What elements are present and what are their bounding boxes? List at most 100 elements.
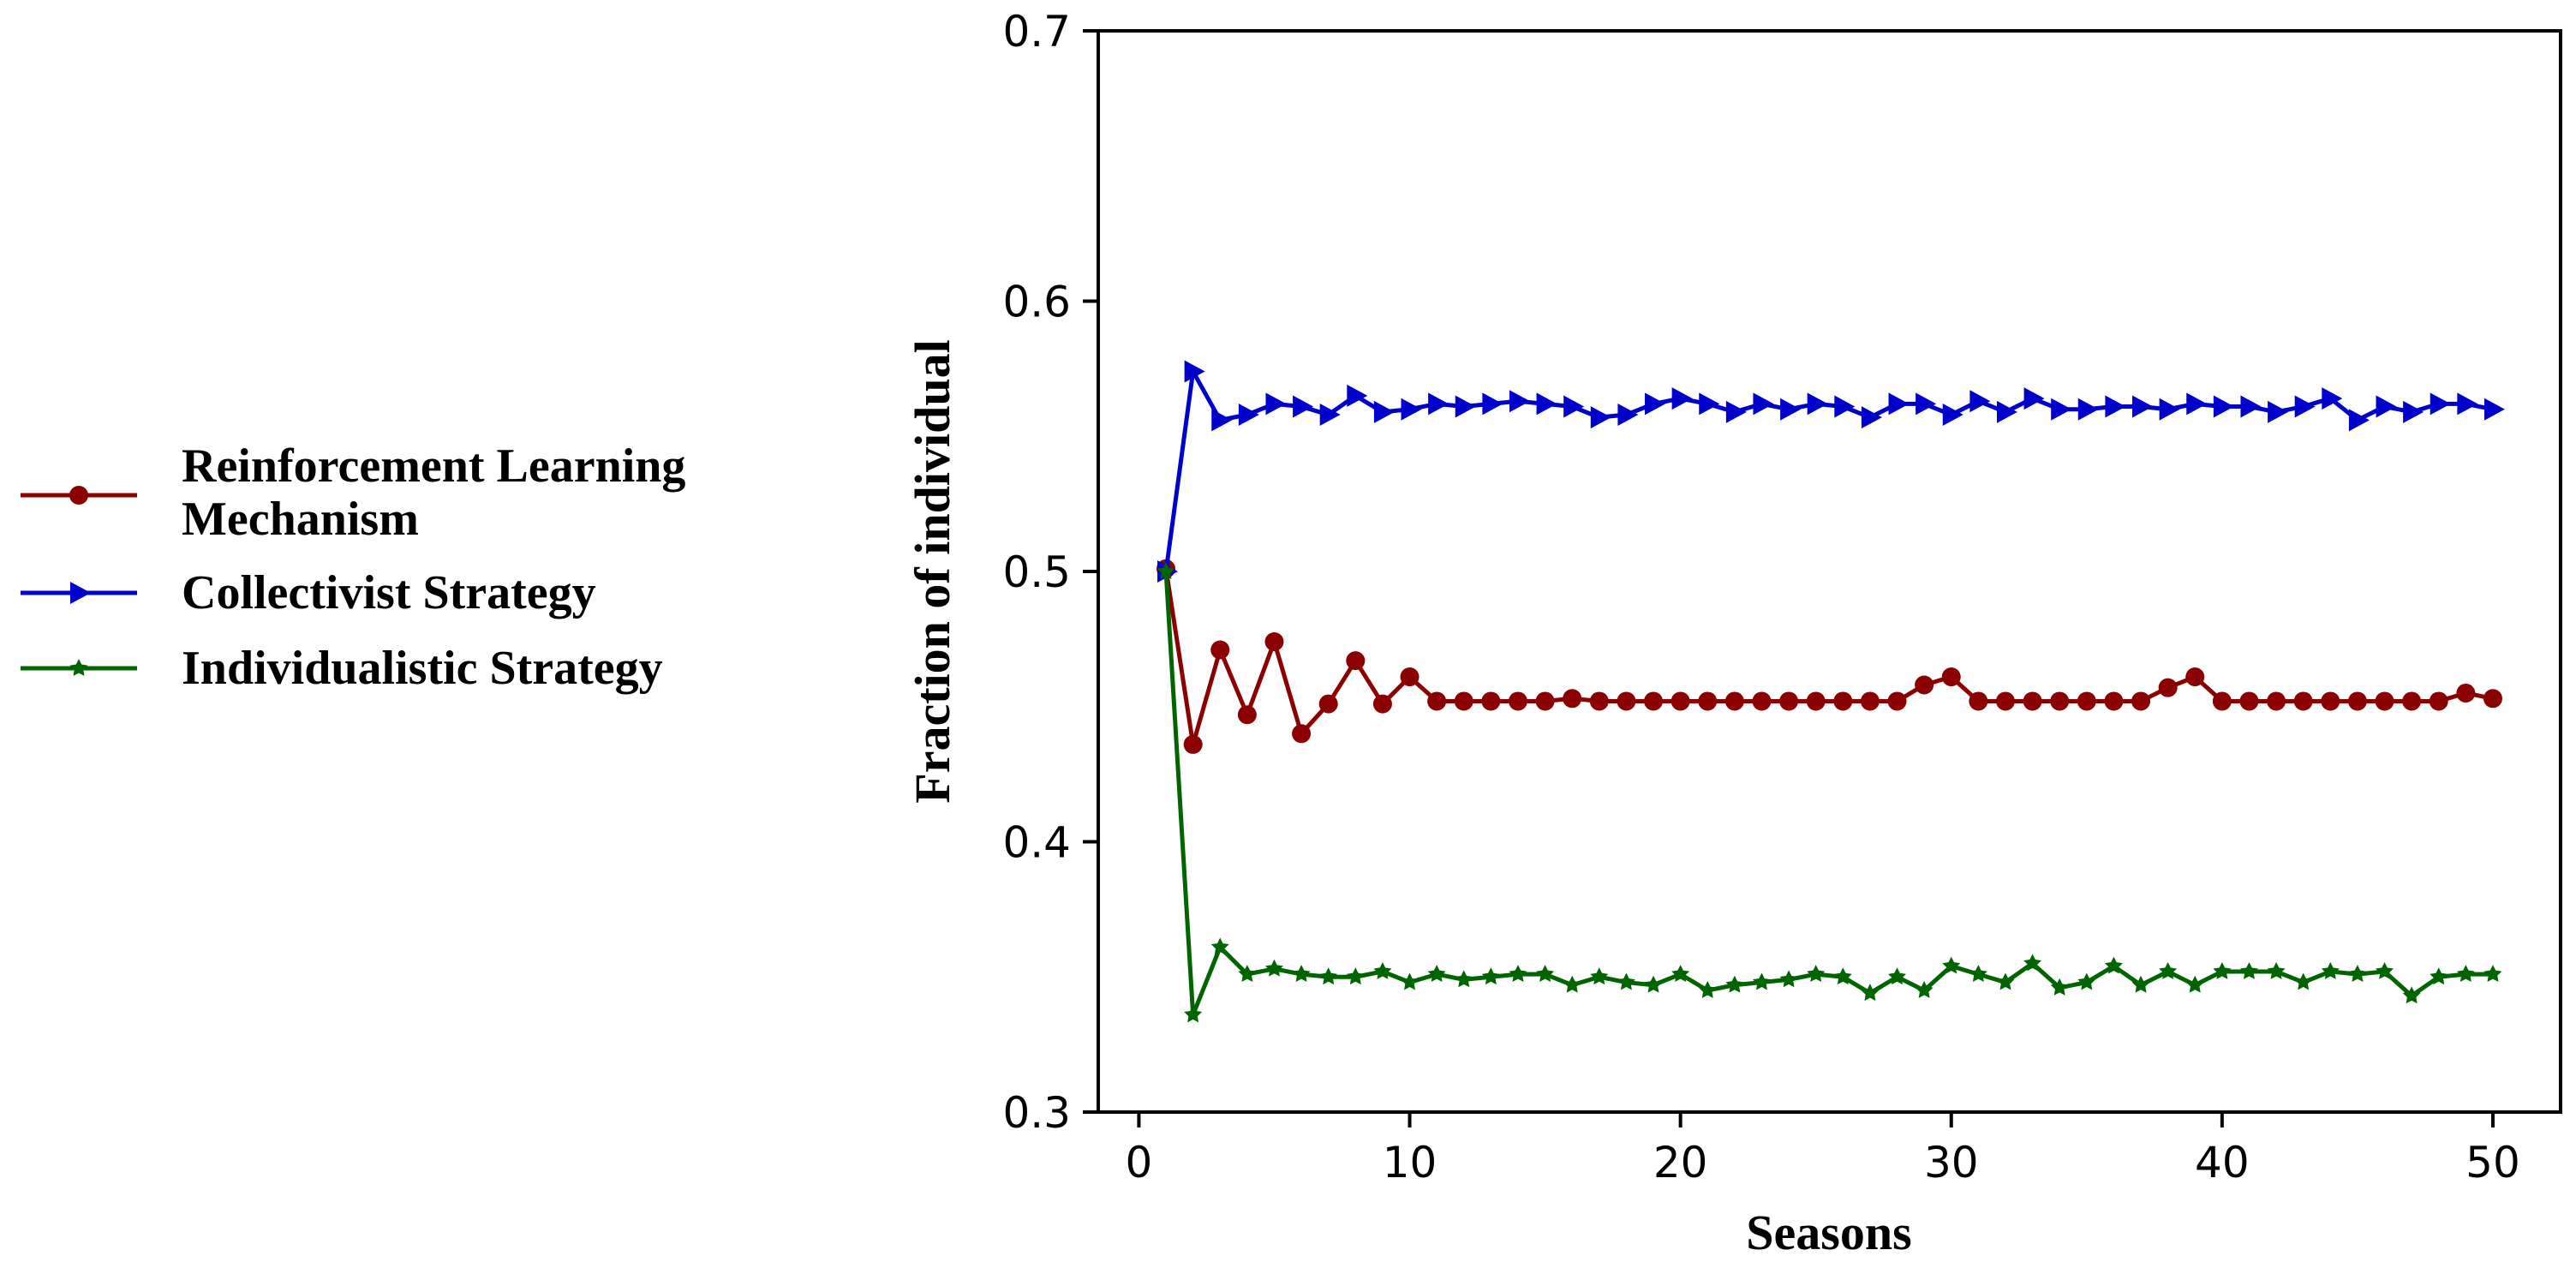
data-point xyxy=(1969,691,1988,711)
data-point xyxy=(1238,404,1259,427)
data-point xyxy=(1590,406,1611,429)
data-point xyxy=(1969,390,1991,413)
data-point xyxy=(1699,392,1720,416)
data-point xyxy=(2293,691,2313,711)
x-tick-label: 50 xyxy=(2465,1138,2520,1187)
data-point xyxy=(1590,967,1609,985)
data-point xyxy=(2321,961,2340,979)
data-point xyxy=(1481,967,1500,985)
y-tick-label: 0.4 xyxy=(1002,818,1071,868)
data-point xyxy=(1237,705,1257,725)
data-point xyxy=(1427,691,1447,711)
data-point xyxy=(1536,965,1555,982)
data-point xyxy=(1373,961,1392,979)
data-point xyxy=(1292,724,1312,744)
data-point xyxy=(1833,691,1853,711)
data-point xyxy=(1401,398,1422,421)
data-point xyxy=(1318,694,1338,714)
data-point xyxy=(1645,392,1666,416)
data-point xyxy=(2051,398,2072,421)
data-point xyxy=(2050,978,2069,996)
data-point xyxy=(1834,395,1856,418)
data-point xyxy=(1508,691,1527,711)
data-point xyxy=(2429,691,2448,711)
data-point xyxy=(1861,406,1882,429)
x-axis: 0 10 20 30 40 50 xyxy=(1126,1112,2520,1187)
data-point xyxy=(1915,675,1934,695)
data-point xyxy=(2185,975,2204,993)
data-point xyxy=(2023,954,2042,972)
data-point xyxy=(1211,409,1233,432)
data-point xyxy=(1210,937,1229,955)
y-axis-title: Fraction of individual xyxy=(905,339,960,803)
data-point xyxy=(1644,975,1663,993)
data-point xyxy=(2456,683,2476,703)
data-point xyxy=(1319,967,1338,985)
data-point xyxy=(1563,395,1585,418)
data-point xyxy=(1698,691,1718,711)
data-point xyxy=(2104,691,2124,711)
data-point xyxy=(2376,961,2394,979)
data-point xyxy=(1995,691,2015,711)
data-point xyxy=(2294,395,2316,418)
data-point xyxy=(1293,395,1314,418)
data-point xyxy=(1157,562,1175,579)
data-point xyxy=(2268,400,2289,423)
data-point xyxy=(1589,691,1609,711)
data-point xyxy=(1617,691,1636,711)
x-tick-label: 10 xyxy=(1383,1138,1437,1187)
data-point xyxy=(2402,691,2422,711)
data-point xyxy=(2159,961,2178,979)
legend-label: Individualistic Strategy xyxy=(182,642,663,695)
data-point xyxy=(1509,965,1527,982)
data-point xyxy=(1346,967,1365,985)
data-point xyxy=(2430,392,2451,416)
data-point xyxy=(2457,392,2478,416)
data-point xyxy=(2185,667,2205,687)
data-point xyxy=(2403,400,2424,423)
data-point xyxy=(2023,691,2042,711)
y-tick-label: 0.6 xyxy=(1002,278,1071,327)
data-point xyxy=(2239,691,2259,711)
data-point xyxy=(2131,975,2150,993)
data-point xyxy=(2240,961,2258,979)
data-point xyxy=(1373,400,1395,423)
data-point xyxy=(2077,398,2099,421)
data-point xyxy=(1725,400,1747,423)
data-point xyxy=(1942,404,1963,427)
data-point xyxy=(2348,965,2367,982)
data-point xyxy=(2213,395,2234,418)
data-point xyxy=(1563,689,1582,709)
data-point xyxy=(1780,398,1802,421)
x-tick-label: 40 xyxy=(2195,1138,2250,1187)
data-point xyxy=(2105,395,2126,418)
data-point xyxy=(2240,395,2262,418)
data-point xyxy=(1969,965,1987,982)
data-point xyxy=(1617,972,1635,990)
data-point xyxy=(1753,392,1774,416)
data-point xyxy=(2294,972,2313,990)
data-point xyxy=(1292,965,1311,982)
data-point xyxy=(1833,967,1852,985)
plot-area xyxy=(1157,360,2505,1023)
data-point xyxy=(1996,400,2017,423)
data-point xyxy=(1347,384,1368,407)
data-point xyxy=(2322,387,2343,410)
data-point xyxy=(2483,689,2502,709)
data-point xyxy=(2132,395,2154,418)
data-point xyxy=(1671,691,1690,711)
data-point xyxy=(1779,691,1799,711)
y-tick-label: 0.3 xyxy=(1002,1088,1071,1138)
x-tick-label: 0 xyxy=(1126,1138,1153,1187)
data-point xyxy=(1725,975,1744,993)
data-point xyxy=(1482,392,1503,416)
data-point xyxy=(1400,667,1419,687)
series-line xyxy=(1163,369,2494,572)
series-1 xyxy=(1157,559,2502,754)
data-point xyxy=(2159,398,2180,421)
series-2 xyxy=(1157,360,2505,583)
data-point xyxy=(2023,387,2045,410)
data-point xyxy=(1724,691,1744,711)
series-3 xyxy=(1157,562,2502,1023)
